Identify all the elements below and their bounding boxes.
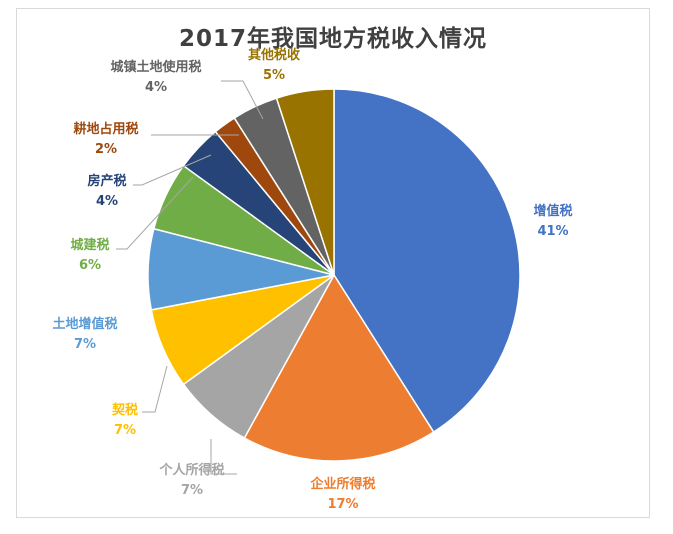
chart-area: 2017年我国地方税收入情况 增值税 41% 企业所得税 17% 个人所得税 7% 契税 7%…	[16, 8, 650, 518]
slice-percent-1: 17%	[327, 497, 358, 512]
pie-chart: 增值税 41% 企业所得税 17% 个人所得税 7% 契税 7% 土地增值税 7% 城建税 6% 房产税…	[52, 47, 572, 512]
slice-label-7: 耕地占用税	[73, 121, 138, 137]
leader-line-8	[221, 80, 264, 120]
slice-label-5: 城建税	[70, 237, 109, 253]
leader-line-2	[210, 439, 237, 475]
leader-line-5	[116, 176, 194, 250]
slice-percent-7: 2%	[95, 142, 117, 157]
slice-percent-5: 6%	[79, 258, 101, 273]
slice-label-9: 其他税收	[248, 47, 301, 63]
slice-percent-0: 41%	[537, 224, 568, 239]
slice-label-0: 增值税	[533, 203, 572, 219]
pie-slice-9	[275, 88, 335, 276]
slice-label-3: 契税	[111, 402, 138, 418]
slice-percent-9: 5%	[263, 68, 285, 83]
slice-percent-4: 7%	[74, 337, 96, 352]
slice-label-4: 土地增值税	[52, 316, 117, 332]
leader-line-3	[142, 365, 168, 413]
slice-label-2: 个人所得税	[158, 462, 224, 478]
pie-slice-1	[243, 273, 435, 462]
slice-label-1: 企业所得税	[309, 476, 375, 492]
pie-slice-0	[333, 88, 521, 434]
slice-label-6: 房产税	[87, 173, 126, 189]
chart-title: 2017年我国地方税收入情况	[178, 26, 487, 52]
leader-line-6	[133, 154, 212, 186]
slice-percent-8: 4%	[145, 80, 167, 95]
slice-percent-6: 4%	[96, 194, 118, 209]
slice-percent-2: 7%	[181, 483, 203, 498]
slice-label-8: 城镇土地使用税	[110, 59, 201, 75]
slice-percent-3: 7%	[114, 423, 136, 438]
